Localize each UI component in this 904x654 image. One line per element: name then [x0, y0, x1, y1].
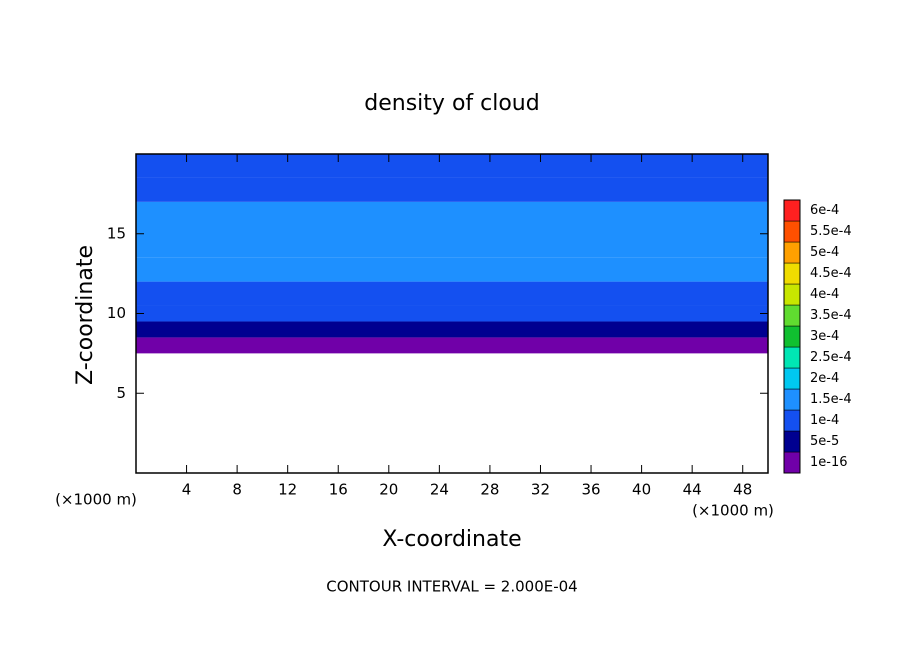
colorbar-label: 1e-4	[810, 413, 839, 428]
y-axis-label: Z-coordinate	[73, 245, 98, 385]
colorbar-swatch	[783, 241, 801, 264]
x-tick-label: 28	[480, 481, 499, 499]
colorbar-label: 6e-4	[810, 203, 839, 218]
x-tick-label: 8	[232, 481, 242, 499]
colorbar-swatch	[783, 283, 801, 306]
x-tick-label: 44	[683, 481, 702, 499]
colorbar-swatch	[783, 304, 801, 327]
contour-band	[136, 201, 768, 258]
contour-band	[136, 281, 768, 306]
colorbar-label: 2e-4	[810, 371, 839, 386]
colorbar-swatch	[783, 409, 801, 432]
colorbar-swatch	[783, 346, 801, 369]
contour-band	[136, 177, 768, 202]
y-tick-label: 15	[107, 224, 126, 242]
contour-band	[136, 154, 768, 178]
y-tick-label: 5	[116, 384, 126, 402]
colorbar-label: 5e-5	[810, 434, 839, 449]
x-tick-label: 4	[182, 481, 192, 499]
colorbar-label: 5.5e-4	[810, 224, 852, 239]
colorbar-label: 1e-16	[810, 455, 848, 470]
colorbar-swatch	[783, 388, 801, 411]
x-axis-label: X-coordinate	[382, 527, 521, 552]
x-tick-label: 20	[379, 481, 398, 499]
x-tick-label: 40	[632, 481, 651, 499]
footer-note: CONTOUR INTERVAL = 2.000E-04	[326, 578, 577, 596]
contour-band	[136, 321, 768, 338]
colorbar-label: 3e-4	[810, 329, 839, 344]
contour-band	[136, 305, 768, 322]
x-tick-label: 32	[531, 481, 550, 499]
colorbar-swatch	[783, 199, 801, 222]
colorbar-label: 1.5e-4	[810, 392, 852, 407]
colorbar-swatch	[783, 325, 801, 348]
colorbar-frame	[783, 199, 801, 474]
colorbar-label: 3.5e-4	[810, 308, 852, 323]
colorbar-label: 5e-4	[810, 245, 839, 260]
x-unit-label: (×1000 m)	[692, 502, 774, 520]
y-tick-label: 10	[107, 304, 126, 322]
colorbar-label: 4e-4	[810, 287, 839, 302]
colorbar-swatch	[783, 430, 801, 453]
y-unit-label: (×1000 m)	[55, 491, 137, 509]
chart-title: density of cloud	[364, 91, 539, 116]
contour-band	[136, 257, 768, 282]
colorbar-label: 2.5e-4	[810, 350, 852, 365]
colorbar-label: 4.5e-4	[810, 266, 852, 281]
x-tick-label: 12	[278, 481, 297, 499]
x-tick-label: 48	[733, 481, 752, 499]
x-tick-label: 16	[329, 481, 348, 499]
colorbar-swatch	[783, 367, 801, 390]
colorbar-swatch	[783, 220, 801, 243]
contour-band	[136, 337, 768, 354]
colorbar-swatch	[783, 451, 801, 474]
colorbar-swatch	[783, 262, 801, 285]
x-tick-label: 36	[581, 481, 600, 499]
x-tick-label: 24	[430, 481, 449, 499]
